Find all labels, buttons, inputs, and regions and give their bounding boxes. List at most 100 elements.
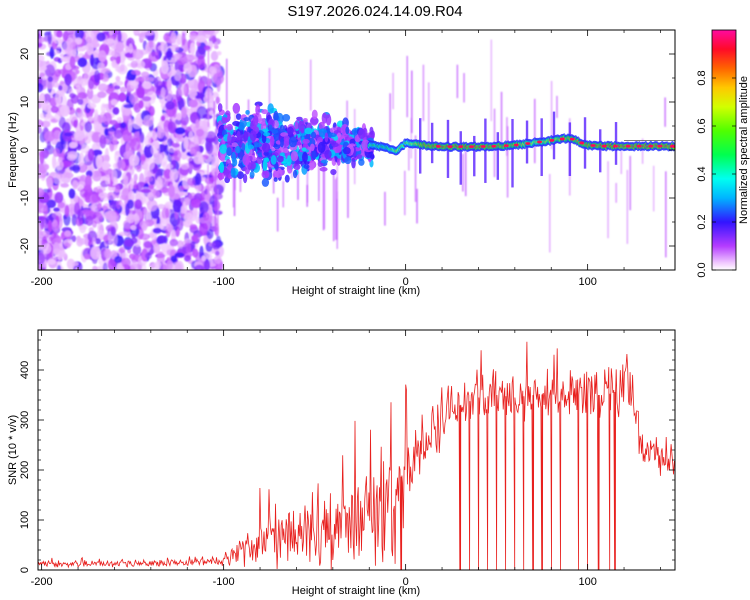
spectral-streak [336, 158, 339, 200]
noise-blob [141, 96, 152, 102]
noise-blob [128, 154, 140, 167]
spectral-streak [665, 171, 667, 258]
spectral-streak [276, 197, 279, 232]
noise-blob [128, 43, 133, 54]
noise-blob [121, 257, 131, 268]
noise-blob [75, 85, 81, 93]
colorbar: 0.0 0.2 0.4 0.6 0.8 Normalized spectral ampl… [696, 29, 750, 278]
noise-blob [54, 192, 64, 204]
signal-blob [369, 154, 375, 160]
signal-blob [302, 117, 308, 123]
colorbar-tick-label: 0.0 [696, 262, 708, 277]
spike [599, 129, 602, 173]
colorbar-tick-label: 0.2 [696, 214, 708, 229]
noise-blob [39, 92, 45, 107]
noise-blob [201, 123, 211, 132]
noise-blob [124, 52, 135, 58]
signal-blob [290, 150, 299, 162]
noise-blob [153, 242, 161, 255]
spectrogram-xtick-label: -200 [31, 276, 53, 288]
noise-blob [40, 65, 47, 71]
snr-xtick-label: -100 [213, 576, 235, 588]
noise-blob [165, 101, 176, 110]
noise-blob [109, 129, 116, 140]
noise-blob [204, 177, 215, 185]
noise-blob [40, 217, 45, 230]
noise-blob [193, 79, 199, 91]
noise-blob [174, 69, 182, 82]
noise-blob [136, 165, 142, 173]
noise-blob [148, 51, 160, 63]
signal-blob [235, 146, 241, 154]
signal-blob [297, 120, 305, 132]
noise-blob [77, 181, 87, 188]
ridge-knot [559, 137, 565, 141]
noise-blob [201, 255, 207, 262]
noise-blob [56, 264, 62, 270]
noise-blob [199, 201, 209, 214]
spectral-streak [347, 136, 349, 218]
signal-blob [294, 121, 299, 130]
signal-blob [236, 130, 241, 141]
noise-blob [193, 233, 201, 244]
noise-blob [39, 230, 50, 237]
signal-blob [242, 154, 251, 166]
signal-blob [252, 115, 259, 127]
noise-blob [103, 73, 109, 81]
noise-blob [115, 41, 125, 53]
noise-blob [59, 105, 70, 117]
signal-blob [230, 167, 236, 178]
noise-blob [194, 264, 205, 270]
signal-blob [262, 142, 271, 153]
noise-blob [144, 176, 154, 182]
noise-blob [147, 34, 155, 42]
noise-blob [117, 30, 122, 43]
ridge-knot [569, 137, 575, 141]
noise-blob [173, 149, 182, 162]
noise-blob [194, 172, 202, 186]
spectral-streak [607, 161, 609, 239]
noise-blob [210, 50, 219, 62]
noise-blob [190, 146, 197, 157]
snr-ytick-label: 0 [19, 567, 31, 573]
noise-blob [113, 129, 123, 139]
spectral-streak [306, 184, 308, 207]
spectral-streak [389, 93, 391, 142]
spike [568, 122, 572, 176]
noise-blob [58, 85, 63, 91]
noise-blob [125, 203, 130, 217]
noise-blob [62, 40, 74, 52]
signal-blob [270, 135, 275, 147]
signal-blob [293, 163, 301, 171]
signal-blob [351, 157, 356, 169]
noise-blob [160, 41, 168, 54]
noise-blob [140, 188, 152, 194]
signal-blob [236, 171, 245, 180]
snr-ytick-label: 200 [19, 461, 31, 479]
signal-blob [279, 152, 286, 157]
noise-blob [117, 64, 128, 75]
spectral-streak [615, 182, 617, 203]
noise-blob [42, 243, 52, 254]
ridge-knot [601, 144, 607, 148]
signal-blob [279, 124, 285, 135]
signal-blob [283, 135, 290, 143]
noise-blob [44, 64, 55, 78]
noise-blob [147, 192, 155, 201]
noise-blob [143, 241, 153, 249]
noise-blob [190, 199, 202, 209]
noise-blob [102, 112, 112, 126]
noise-blob [76, 237, 84, 247]
noise-blob [165, 208, 170, 219]
noise-blob [167, 121, 177, 134]
ridge-knot [625, 144, 631, 148]
noise-blob [63, 242, 71, 249]
noise-blob [159, 218, 169, 231]
ridge-knot [513, 143, 519, 147]
signal-blob [217, 172, 225, 180]
noise-blob [114, 85, 121, 90]
noise-blob [211, 91, 219, 96]
colorbar-tick-label: 0.6 [696, 118, 708, 133]
signal-blob [221, 117, 229, 124]
noise-blob [127, 209, 136, 216]
